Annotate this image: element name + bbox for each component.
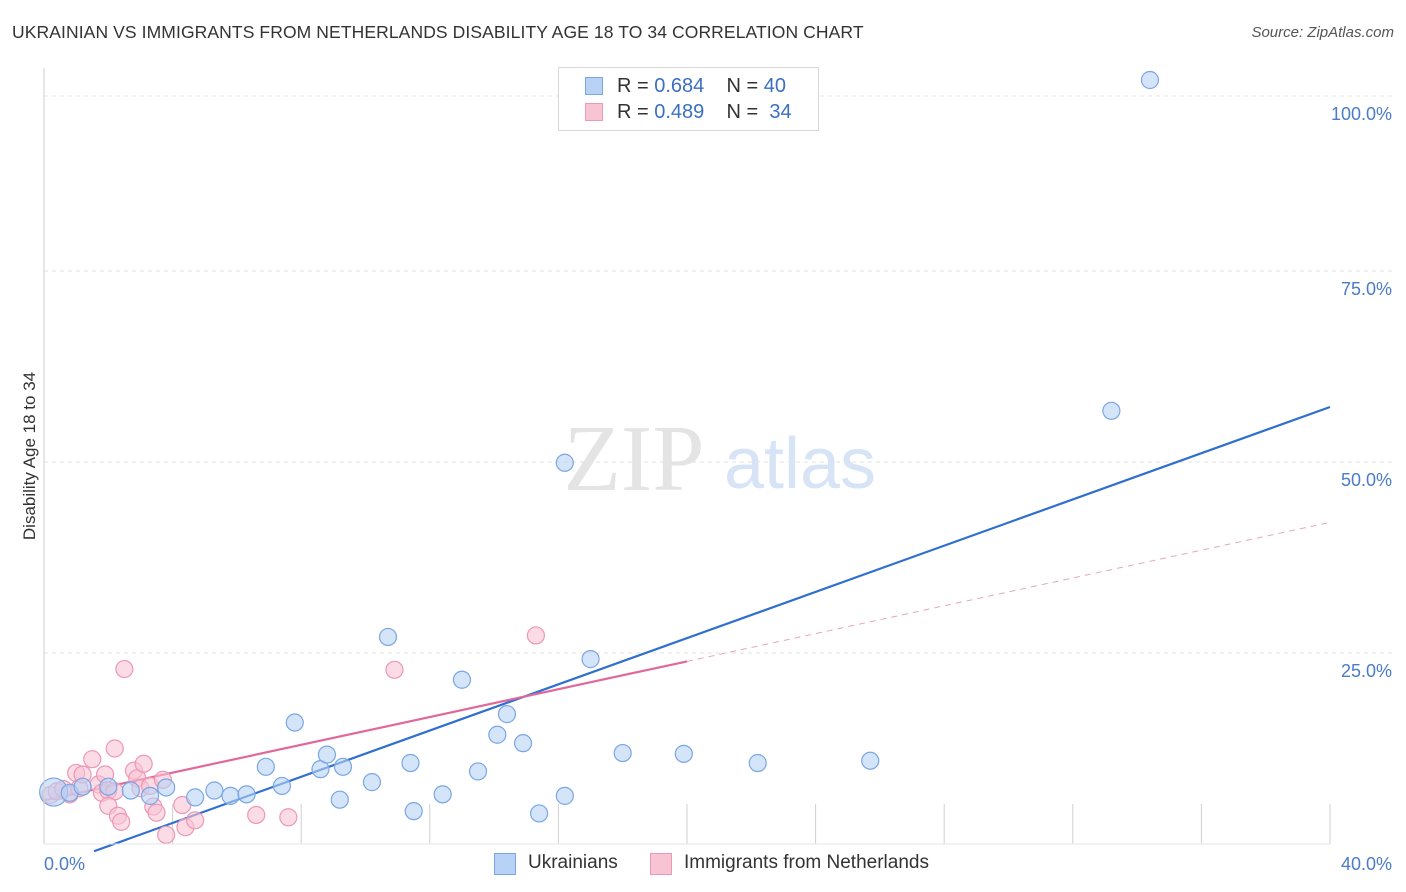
legend-swatch-blue [585,77,603,95]
point-ukrainians [317,745,337,764]
point-ukrainians [674,744,693,763]
point-netherlands [247,805,266,825]
point-netherlands [105,739,124,758]
point-ukrainians [237,785,256,804]
x-tick-label: 40.0% [1341,854,1392,874]
point-ukrainians [497,705,517,724]
point-ukrainians [272,776,292,796]
point-ukrainians [452,670,472,689]
legend-swatch-pink [585,103,603,121]
point-netherlands [279,808,298,827]
point-ukrainians [581,650,600,669]
point-ukrainians [99,777,118,796]
point-ukrainians [285,713,304,732]
legend-n-label: N = [726,101,759,123]
point-netherlands [115,659,134,679]
point-ukrainians [488,725,507,744]
point-netherlands [526,626,545,645]
watermark: ZIP atlas [564,407,877,511]
legend-n-label: N = [726,75,759,97]
trend-line-ukrainians [93,405,1331,853]
point-ukrainians [513,734,533,753]
point-ukrainians [73,777,92,796]
point-ukrainians [861,751,880,770]
point-ukrainians [186,788,205,807]
point-ukrainians [404,802,423,821]
point-ukrainians [256,757,275,776]
y-axis-label: Disability Age 18 to 34 [20,372,39,540]
point-ukrainians [1140,70,1160,90]
point-ukrainians [468,762,488,781]
y-tick-label: 50.0% [1341,470,1392,490]
chart-title: UKRAINIAN VS IMMIGRANTS FROM NETHERLANDS… [12,22,864,42]
point-ukrainians [555,453,574,472]
bottom-legend-label: Ukrainians [528,852,618,873]
y-tick-label: 75.0% [1341,279,1392,299]
point-netherlands [186,811,205,830]
watermark-zip: ZIP [564,407,705,511]
point-ukrainians [1102,401,1121,420]
legend-r-label: R = [617,101,649,123]
point-ukrainians [530,804,549,823]
point-ukrainians [433,785,452,804]
legend-n-value: 34 [769,101,792,123]
axes: 100.0% 75.0% 50.0% 25.0% 0.0% 40.0% [43,68,1392,874]
grid-lines [44,95,1392,844]
point-ukrainians [748,753,767,773]
point-netherlands [385,660,404,679]
watermark-atlas: atlas [724,424,876,504]
x-tick-label: 0.0% [44,854,85,874]
point-ukrainians [378,627,398,647]
trend-line-netherlands-extension [686,521,1331,662]
point-ukrainians [121,781,140,800]
chart-source: Source: ZipAtlas.com [1251,24,1394,41]
point-ukrainians [555,786,574,805]
point-ukrainians [362,773,382,792]
point-ukrainians [221,786,240,805]
point-netherlands [134,754,153,773]
legend-r-value: 0.684 [654,75,705,97]
point-ukrainians [401,753,420,773]
bottom-legend-swatch-blue [494,853,516,875]
point-ukrainians [157,778,176,797]
data-points [39,70,1160,844]
point-netherlands [147,803,166,822]
legend-r-label: R = [617,75,649,97]
point-ukrainians [205,781,224,800]
correlation-legend: R = 0.684 N = 40 R = 0.489 N = 34 [558,67,819,131]
point-ukrainians [333,757,353,776]
point-ukrainians [330,790,349,809]
point-ukrainians [613,743,632,763]
point-netherlands [112,812,131,831]
legend-r-value: 0.489 [654,101,705,123]
bottom-legend-label: Immigrants from Netherlands [684,852,929,873]
y-tick-label: 25.0% [1341,661,1392,681]
point-netherlands [157,825,176,844]
bottom-legend-swatch-pink [650,853,672,875]
y-tick-label: 100.0% [1331,104,1392,124]
point-ukrainians [140,786,160,805]
point-netherlands [83,750,102,769]
legend-n-value: 40 [763,75,787,97]
